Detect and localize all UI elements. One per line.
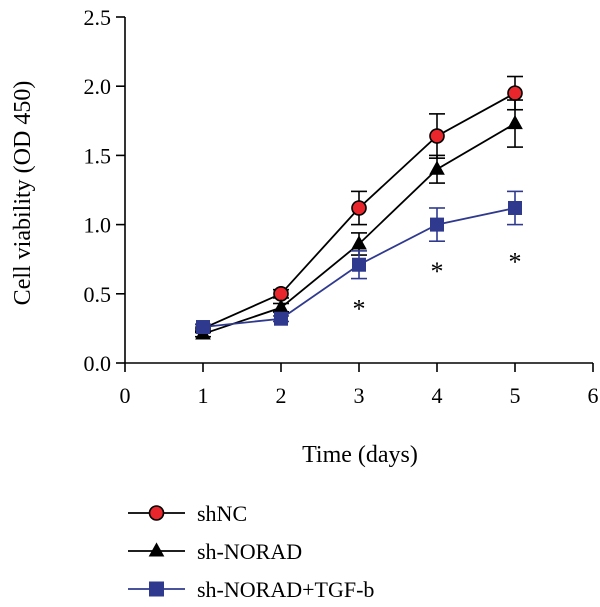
y-tick-label: 2.0 — [84, 74, 112, 99]
x-tick-label: 5 — [510, 383, 521, 408]
legend-label: sh-NORAD+TGF-b — [197, 577, 374, 602]
data-point — [274, 311, 288, 326]
data-point — [273, 285, 289, 302]
x-tick-label: 0 — [120, 383, 131, 408]
data-point — [273, 299, 289, 314]
significance-star: * — [353, 294, 366, 323]
data-point — [351, 200, 367, 216]
axes: 0.0 0.5 1.0 1.5 2.0 2.5 0 1 2 3 4 5 6 — [84, 5, 599, 408]
y-tick-label: 2.5 — [84, 5, 112, 30]
data-point — [196, 320, 210, 335]
significance-star: * — [431, 257, 444, 286]
y-tick-label: 1.0 — [84, 213, 112, 238]
legend-item: shNC — [128, 501, 247, 526]
data-point — [508, 200, 522, 215]
x-tick-label: 1 — [198, 383, 209, 408]
legend-marker — [149, 581, 164, 597]
data-point — [429, 160, 445, 175]
legend-label: sh-NORAD — [197, 539, 302, 564]
series-sh-norad-tgf-b — [195, 190, 523, 335]
legend-item: sh-NORAD+TGF-b — [128, 577, 374, 602]
x-tick-label: 4 — [432, 383, 443, 408]
data-point — [429, 128, 445, 144]
legend: shNC sh-NORAD sh-NORAD+TGF-b — [128, 501, 374, 602]
legend-label: shNC — [197, 501, 247, 526]
y-axis-title: Cell viability (OD 450) — [10, 81, 36, 306]
x-tick-label: 3 — [354, 383, 365, 408]
y-tick-label: 0.5 — [84, 282, 112, 307]
series-layer — [195, 75, 523, 340]
x-axis-title: Time (days) — [302, 442, 418, 468]
annotations: * * * — [353, 247, 522, 323]
y-tick-label: 0.0 — [84, 351, 112, 376]
data-point — [507, 114, 523, 130]
legend-marker — [148, 542, 165, 557]
data-point — [352, 257, 366, 272]
legend-item: sh-NORAD — [128, 539, 302, 564]
data-point — [430, 217, 444, 232]
x-tick-label: 6 — [588, 383, 599, 408]
legend-marker — [148, 505, 165, 521]
x-tick-label: 2 — [276, 383, 287, 408]
y-tick-label: 1.5 — [84, 143, 112, 168]
data-point — [507, 85, 523, 101]
significance-star: * — [509, 247, 522, 276]
data-point — [351, 235, 367, 250]
